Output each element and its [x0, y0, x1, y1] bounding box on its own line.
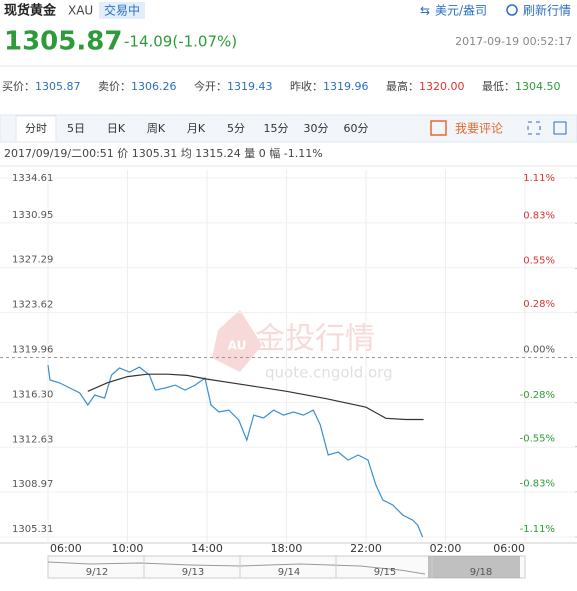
y-tick-label: 1312.63 [12, 434, 53, 445]
navigator-label: 9/14 [278, 567, 300, 578]
y-tick-label: 1305.31 [12, 524, 53, 535]
tab-bar [0, 114, 577, 143]
stat-label: 今开： [194, 79, 227, 93]
refresh-link[interactable]: 刷新行情 [523, 3, 571, 18]
stat-label: 最高： [386, 79, 419, 93]
watermark-badge: AU [228, 339, 247, 353]
watermark: AU 金投行情 quote.cngold.org [212, 310, 393, 382]
x-tick-label: 06:00 [50, 542, 82, 555]
tabs: 分时 5日 日K 周K 月K 5分 15分 30分 60分 [15, 115, 369, 143]
comment-icon [430, 120, 447, 136]
tab[interactable]: 60分 [344, 122, 369, 135]
series-line [47, 365, 424, 538]
watermark-brand: 金投行情 [255, 322, 375, 357]
stat-label: 最低： [482, 80, 515, 93]
tab[interactable]: 15分 [264, 122, 289, 135]
navigator-label: 9/18 [470, 567, 492, 578]
tab-active [15, 115, 57, 143]
tab[interactable]: 30分 [304, 122, 329, 135]
stat-label: 卖价： [98, 80, 131, 93]
y2-tick-label: -1.11% [520, 524, 555, 535]
y-tick-label: 1330.95 [12, 210, 53, 221]
comment-link[interactable]: 我要评论 [455, 122, 503, 136]
stat-value: 1305.87 [35, 80, 81, 93]
y2-tick-label: 0.28% [523, 299, 555, 310]
watermark-site: quote.cngold.org [265, 364, 393, 382]
change: -14.09(-1.07%) [124, 33, 237, 51]
y-tick-label: 1316.30 [12, 389, 53, 400]
y2-tick-label: 0.83% [523, 210, 555, 221]
tab[interactable]: 5日 [67, 122, 85, 135]
watermark-logo [212, 310, 262, 372]
stat-label: 昨收： [290, 79, 323, 93]
stat-value: 1319.43 [227, 80, 273, 93]
stats-row: 买价： 1305.87 卖价： 1306.26 今开： 1319.43 昨收： 1319.96… [2, 79, 561, 93]
tab[interactable]: 月K [187, 122, 206, 135]
navigator-frame [47, 555, 526, 579]
x-tick-label: 02:00 [430, 542, 462, 555]
price: 1305.87 [4, 27, 122, 57]
tab[interactable]: 周K [147, 122, 166, 135]
y2-tick-label: -0.28% [520, 390, 555, 401]
status: 交易中 [104, 3, 140, 18]
unit-icon: ⇆ [420, 4, 430, 18]
y-tick-label: 1308.97 [12, 479, 53, 490]
navigator-window[interactable] [428, 556, 520, 578]
refresh-icon [506, 4, 518, 16]
title: 现货黄金 [4, 3, 57, 19]
stat-value: 1319.96 [323, 80, 369, 93]
x-tick-label: 06:00 [493, 542, 525, 555]
y2-tick-label: -0.83% [520, 479, 555, 490]
y2-tick-label: 1.11% [523, 173, 555, 184]
navigator-label: 9/13 [182, 567, 204, 578]
navigator-label: 9/12 [86, 567, 108, 578]
tab[interactable]: 日K [107, 122, 126, 135]
y-tick-label: 1334.61 [12, 173, 53, 184]
series-line [87, 373, 424, 421]
x-tick-label: 14:00 [191, 542, 223, 555]
y-tick-label: 1327.29 [12, 255, 53, 266]
y2-tick-label: -0.55% [520, 433, 555, 444]
navigator-label: 9/15 [374, 567, 396, 578]
stat-value: 1320.00 [419, 80, 465, 93]
fullscreen-icon[interactable] [527, 121, 541, 135]
y2-tick-label: 0.55% [523, 256, 555, 267]
status-badge [99, 2, 145, 19]
unit-link[interactable]: 美元/盎司 [435, 4, 487, 18]
info-line: 2017/09/19/二00:51 价 1305.31 均 1315.24 量 … [4, 147, 323, 160]
timestamp: 2017-09-19 00:52:17 [455, 35, 572, 48]
stat-label: 买价： [2, 80, 35, 93]
code: XAU [68, 4, 93, 18]
x-tick-label: 22:00 [350, 542, 382, 555]
stat-value: 1304.50 [515, 80, 561, 93]
y-tick-label: 1319.96 [12, 345, 53, 356]
stat-value: 1306.26 [131, 80, 177, 93]
tab[interactable]: 5分 [227, 122, 245, 135]
x-tick-label: 18:00 [271, 542, 303, 555]
x-tick-label: 10:00 [112, 542, 144, 555]
settings-icon[interactable] [553, 121, 567, 135]
y2-tick-label: 0.00% [523, 345, 555, 356]
navigator: 9/12 9/13 9/14 9/15 9/18 [47, 555, 526, 579]
y-tick-label: 1323.62 [12, 300, 53, 311]
tab[interactable]: 分时 [25, 122, 47, 135]
